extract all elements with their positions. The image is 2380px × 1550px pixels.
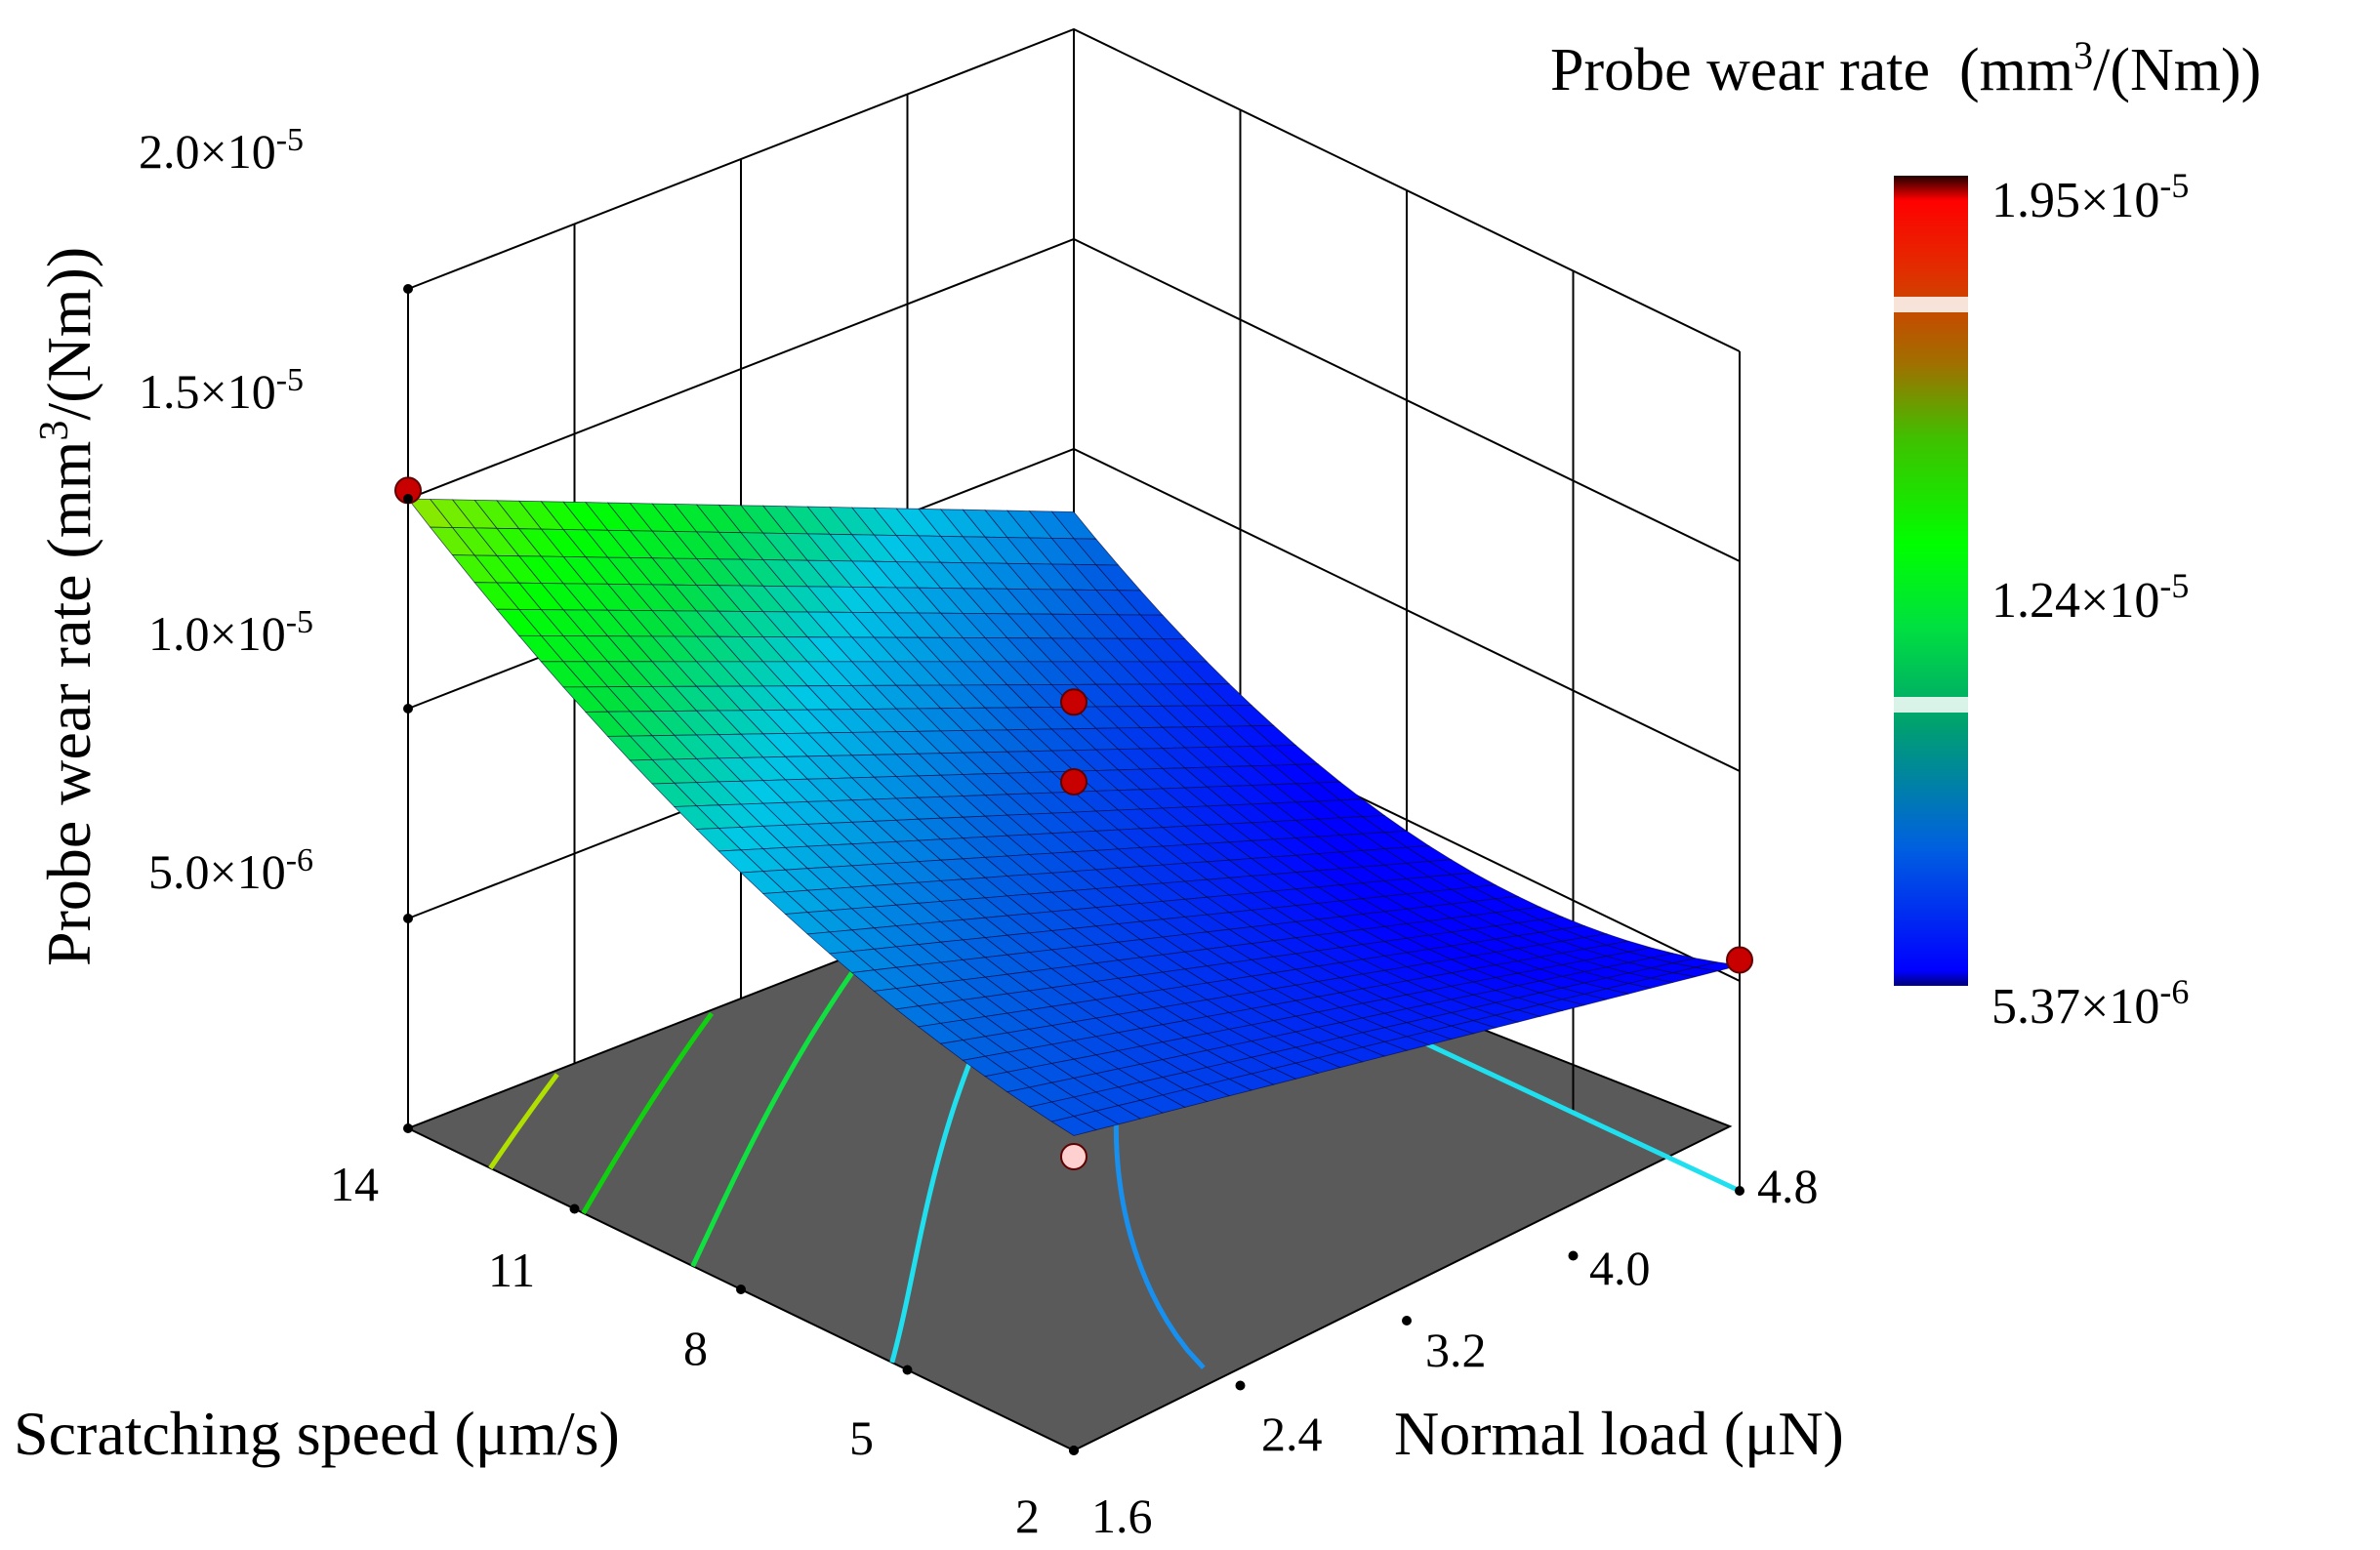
x-tick-label: 5 <box>849 1410 874 1465</box>
x-tick-label: 11 <box>488 1243 535 1297</box>
colorbar-max-label: 1.95×10-5 <box>1991 166 2189 228</box>
x-tick-mark <box>403 1123 413 1133</box>
x-tick-mark <box>569 1203 580 1214</box>
contour-line <box>690 951 869 1268</box>
z-tick-mark <box>403 704 413 714</box>
z-tick-mark <box>403 284 413 294</box>
z-tick-label: 1.5×10-5 <box>139 362 304 420</box>
x-tick-label: 2 <box>1015 1489 1040 1543</box>
y-tick-label: 3.2 <box>1425 1323 1487 1377</box>
colorbar: Probe wear rate (mm3/(Nm)) 1.95×10-5 1.24… <box>1550 33 2261 1036</box>
x-tick-mark <box>736 1285 746 1294</box>
z-tick-mark <box>403 914 413 923</box>
contour-line <box>581 1011 715 1215</box>
design-point <box>1726 946 1753 974</box>
z-axis-label: Probe wear rate (mm3/(Nm)) <box>32 247 103 966</box>
colorbar-marker-lower <box>1894 697 1968 713</box>
x-tick-labels: 14 11 8 5 2 <box>330 1157 1040 1543</box>
colorbar-min-cap <box>1894 986 1968 999</box>
y-tick-mark <box>1069 1446 1079 1455</box>
design-point <box>1060 768 1087 795</box>
y-tick-mark <box>1735 1186 1744 1196</box>
colorbar-min-label: 5.37×10-6 <box>1991 972 2189 1035</box>
y-tick-label: 4.8 <box>1757 1159 1819 1213</box>
y-tick-label: 1.6 <box>1091 1489 1153 1543</box>
response-surface <box>407 498 1741 1136</box>
colorbar-marker-upper <box>1894 297 1968 312</box>
y-tick-labels: 1.6 2.4 3.2 4.0 4.8 <box>1091 1159 1819 1543</box>
x-tick-mark <box>902 1365 913 1375</box>
surface-cell <box>1050 1116 1097 1136</box>
x-tick-label: 14 <box>330 1157 379 1211</box>
y-tick-mark <box>1402 1316 1412 1326</box>
design-point <box>1060 1143 1087 1170</box>
colorbar-title: Probe wear rate (mm3/(Nm)) <box>1550 33 2261 104</box>
y-tick-label: 4.0 <box>1589 1241 1651 1295</box>
y-tick-mark <box>1235 1380 1246 1391</box>
axis-ticks <box>403 284 1744 1455</box>
z-tick-labels: 2.0×10-5 1.5×10-5 1.0×10-5 5.0×10-6 <box>139 122 313 900</box>
colorbar-mid-label: 1.24×10-5 <box>1991 566 2189 629</box>
y-tick-mark <box>1568 1250 1579 1261</box>
x-tick-label: 8 <box>683 1321 708 1375</box>
y-axis-label: Normal load (μN) <box>1394 1399 1844 1468</box>
x-axis-label: Scratching speed (μm/s) <box>14 1399 620 1468</box>
z-tick-label: 1.0×10-5 <box>148 604 313 662</box>
y-tick-label: 2.4 <box>1261 1407 1323 1461</box>
contour-line <box>488 1073 559 1170</box>
grid-line <box>407 237 1741 562</box>
z-tick-label: 2.0×10-5 <box>139 122 304 180</box>
design-point <box>1060 688 1087 716</box>
z-tick-mark <box>403 494 413 504</box>
grid-line <box>407 27 1741 352</box>
z-tick-label: 5.0×10-6 <box>148 842 313 900</box>
